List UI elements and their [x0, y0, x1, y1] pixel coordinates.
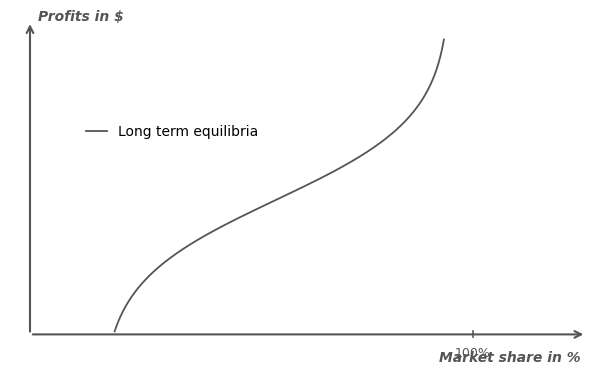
Text: Profits in $: Profits in $	[38, 10, 124, 24]
Text: 100%: 100%	[455, 347, 491, 359]
Legend: Long term equilibria: Long term equilibria	[80, 119, 263, 144]
Text: Market share in %: Market share in %	[439, 351, 581, 365]
